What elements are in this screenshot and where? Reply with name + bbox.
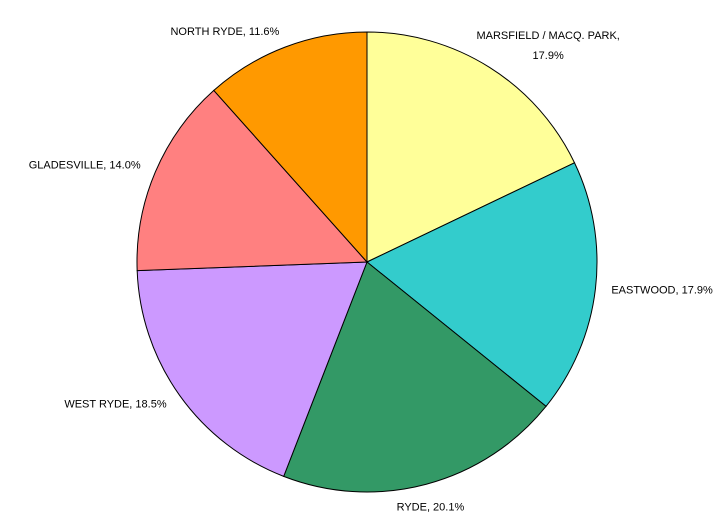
- pie-slice: [283, 261, 547, 493]
- pie-slice: [136, 89, 369, 272]
- slice-label: MARSFIELD / MACQ. PARK,: [476, 30, 619, 42]
- slice-label: EASTWOOD, 17.9%: [611, 284, 713, 296]
- pie-slice: [366, 162, 598, 408]
- pie-slice: [213, 31, 368, 264]
- slice-label: NORTH RYDE, 11.6%: [170, 26, 279, 38]
- slice-label: GLADESVILLE, 14.0%: [29, 160, 141, 172]
- pie-slice: [136, 261, 368, 478]
- slice-label: RYDE, 20.1%: [397, 502, 465, 514]
- slice-label: 17.9%: [533, 50, 564, 62]
- pie-slice: [366, 31, 576, 263]
- slice-label: WEST RYDE, 18.5%: [64, 399, 167, 411]
